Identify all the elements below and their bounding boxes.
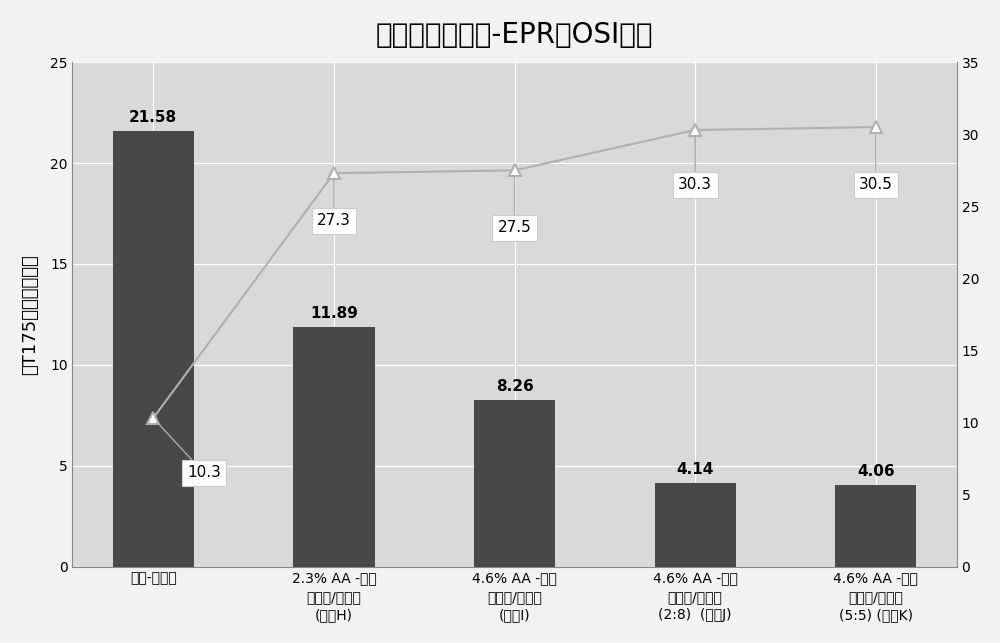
Text: 4.06: 4.06 <box>857 464 895 478</box>
Text: 30.3: 30.3 <box>678 136 712 192</box>
Text: 11.89: 11.89 <box>310 305 358 321</box>
Bar <box>835 485 916 566</box>
Bar <box>655 483 736 566</box>
Text: 10.3: 10.3 <box>157 422 221 480</box>
Text: 21.58: 21.58 <box>129 110 177 125</box>
Bar <box>293 327 375 566</box>
Title: 成分的协同作用-EPR和OSI数据: 成分的协同作用-EPR和OSI数据 <box>376 21 653 49</box>
Bar <box>474 400 555 566</box>
Text: 27.3: 27.3 <box>317 179 351 228</box>
Text: 4.14: 4.14 <box>677 462 714 477</box>
Text: 27.5: 27.5 <box>498 176 531 235</box>
Bar <box>113 131 194 566</box>
Text: 8.26: 8.26 <box>496 379 533 394</box>
Text: 30.5: 30.5 <box>859 132 893 192</box>
Y-axis label: 在T175的自由基浓度: 在T175的自由基浓度 <box>21 254 39 375</box>
